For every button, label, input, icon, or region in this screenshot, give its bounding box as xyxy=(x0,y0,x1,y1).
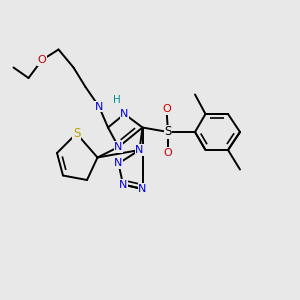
Text: N: N xyxy=(95,101,103,112)
Text: O: O xyxy=(164,148,172,158)
Text: O: O xyxy=(38,55,46,65)
Text: N: N xyxy=(138,184,147,194)
Text: N: N xyxy=(135,145,144,155)
Text: N: N xyxy=(119,179,127,190)
Text: S: S xyxy=(164,125,172,139)
Text: N: N xyxy=(120,109,129,119)
Text: N: N xyxy=(114,142,123,152)
Text: N: N xyxy=(114,158,123,169)
Text: H: H xyxy=(113,94,121,105)
Text: O: O xyxy=(162,104,171,115)
Text: S: S xyxy=(73,127,80,140)
